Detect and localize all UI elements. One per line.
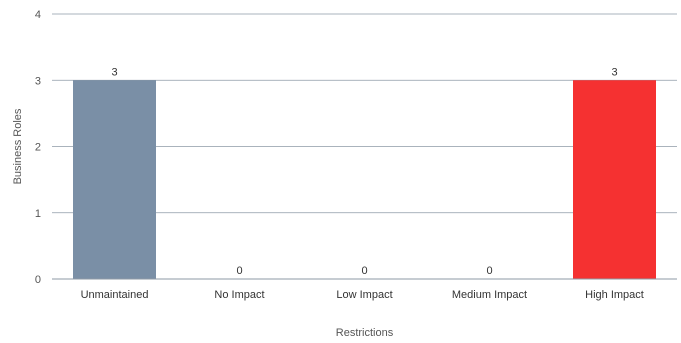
y-tick-label: 4 bbox=[35, 9, 41, 21]
x-tick-label: High Impact bbox=[585, 289, 644, 301]
y-tick-label: 3 bbox=[35, 75, 41, 87]
gridlines bbox=[52, 13, 677, 214]
data-label: 3 bbox=[611, 66, 617, 78]
data-label: 0 bbox=[486, 265, 492, 277]
y-tick-label: 2 bbox=[35, 142, 41, 154]
y-tick-label: 1 bbox=[35, 208, 41, 220]
data-label: 0 bbox=[361, 265, 367, 277]
x-tick-label: Unmaintained bbox=[81, 289, 149, 301]
data-label: 0 bbox=[236, 265, 242, 277]
y-axis-title: Business Roles bbox=[12, 108, 24, 184]
data-labels: 3 0 0 0 3 bbox=[111, 66, 617, 277]
bar bbox=[573, 80, 656, 279]
x-tick-label: Medium Impact bbox=[452, 289, 527, 301]
y-axis-ticks: 0 1 2 3 4 bbox=[35, 9, 41, 286]
bar bbox=[73, 80, 156, 279]
x-tick-label: No Impact bbox=[214, 289, 264, 301]
y-tick-label: 0 bbox=[35, 274, 41, 286]
bars bbox=[73, 80, 656, 279]
data-label: 3 bbox=[111, 66, 117, 78]
x-axis-ticks: Unmaintained No Impact Low Impact Medium Im… bbox=[81, 289, 644, 301]
x-tick-label: Low Impact bbox=[336, 289, 392, 301]
x-axis-title: Restrictions bbox=[336, 327, 394, 339]
